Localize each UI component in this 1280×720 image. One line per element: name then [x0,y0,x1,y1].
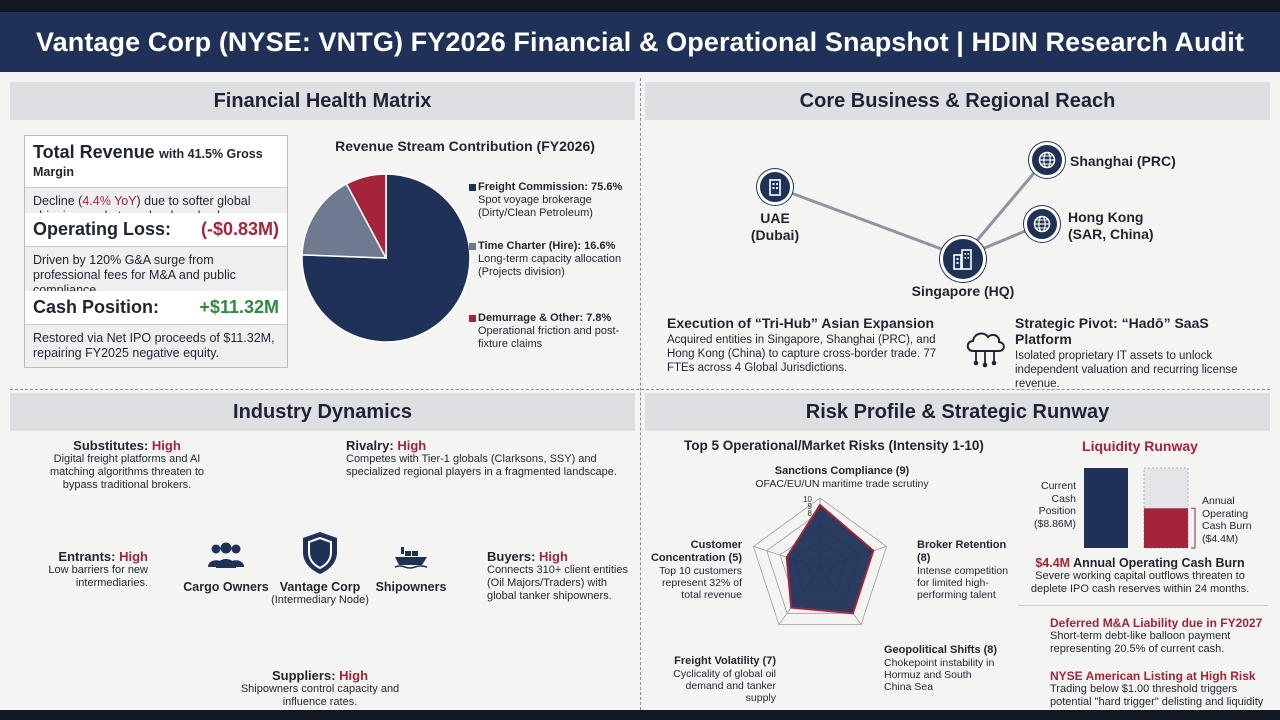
people-icon [207,541,245,569]
operating-loss-label: Operating Loss: [33,219,172,239]
legend-time-charter: Time Charter (Hire): 16.6% Long-term cap… [469,240,628,279]
cash-position-box: Cash Position: +$11.32M Restored via Net… [24,291,288,368]
node-label-uae: UAE (Dubai) [750,210,800,243]
radar-axis-geopolitical: Geopolitical Shifts (8) Chokepoint insta… [884,644,998,693]
cash-position-label: Cash Position: [33,297,160,317]
liquidity-runway-chart [1084,467,1196,549]
bottom-bar [0,710,1280,720]
legend-swatch-freight [469,184,476,191]
operating-loss-value: (-$0.83M) [200,219,279,239]
radar-title: Top 5 Operational/Market Risks (Intensit… [684,438,984,453]
force-entrants: Entrants: High Low barriers for new inte… [48,549,148,589]
risk-divider [1018,605,1268,606]
shipowners-label: Shipowners [375,580,447,594]
pie-slice-time-charter-hire [301,182,388,259]
force-rivalry: Rivalry: High Competes with Tier-1 globa… [346,438,617,478]
cloud-network-icon [962,325,1008,369]
globe-icon-hongkong [1024,206,1060,242]
node-label-shanghai: Shanghai (PRC) [1070,153,1176,169]
pie-slice-demurrage-other [345,173,387,259]
current-cash-label: Current Cash Position ($8.86M) [1033,480,1076,530]
expansion-title: Execution of “Tri-Hub” Asian Expansion [667,315,935,331]
force-substitutes: Substitutes: High Digital freight platfo… [49,438,205,491]
pivot-title: Strategic Pivot: “Hadō” SaaS Platform [1015,315,1209,347]
cash-position-description: Restored via Net IPO proceeds of $11.32M… [25,325,287,367]
financial-section-title: Financial Health Matrix [10,82,635,120]
revenue-decline-value: 4.4% YoY [82,194,137,208]
ship-icon [393,545,429,569]
legend-swatch-demurrage [469,315,476,322]
gross-margin-label: with 41.5% Gross Margin [33,147,263,179]
runway-bar-cash-burn [1144,508,1188,548]
horizontal-divider [10,389,1270,390]
legend-demurrage: Demurrage & Other: 7.8% Operational fric… [469,312,628,351]
runway-burn-bracket [1191,507,1196,549]
line-uae-singapore [774,185,964,259]
node-label-singapore: Singapore (HQ) [911,283,1015,299]
top-bar [0,0,1280,12]
node-label-hongkong: Hong Kong (SAR, China) [1068,209,1154,242]
revenue-header: Total Revenue with 41.5% Gross Margin [25,136,287,188]
shield-icon [300,530,340,576]
page-title: Vantage Corp (NYSE: VNTG) FY2026 Financi… [36,26,1244,57]
radar-tick-label: 8 [808,509,813,518]
cargo-owners-label: Cargo Owners [183,580,269,594]
force-suppliers: Suppliers: High Shipowners control capac… [240,668,400,708]
header-banner: Vantage Corp (NYSE: VNTG) FY2026 Financi… [0,12,1280,72]
expansion-description: Acquired entities in Singapore, Shanghai… [667,334,937,374]
radar-risk-polygon [785,503,875,615]
revenue-label: Total Revenue [33,142,155,162]
deferred-liability: Deferred M&A Liability due in FY2027 Sho… [1050,616,1263,655]
revenue-pie-chart [301,173,471,343]
vertical-divider [640,78,641,710]
radar-grid-ring [752,497,888,626]
legend-freight: Freight Commission: 75.6% Spot voyage br… [469,181,628,220]
force-buyers: Buyers: High Connects 310+ client entiti… [487,549,628,602]
industry-section-title: Industry Dynamics [10,393,635,431]
burn-summary: $4.4M Annual Operating Cash Burn Severe … [1030,556,1250,595]
cash-burn-label: Annual Operating Cash Burn ($4.4M) [1202,495,1252,545]
radar-axis-sanctions: Sanctions Compliance (9) OFAC/EU/UN mari… [755,465,929,490]
cash-position-value: +$11.32M [199,297,279,317]
runway-bar-current-cash [1084,468,1128,548]
radar-axis-freight: Freight Volatility (7) Cyclicality of gl… [673,655,776,704]
pie-chart-title: Revenue Stream Contribution (FY2026) [335,138,595,154]
building-icon-uae [757,169,793,205]
building-icon-singapore [940,236,986,282]
radar-axis-customer: Customer Concentration (5) Top 10 custom… [650,539,742,601]
globe-icon-shanghai [1029,142,1065,178]
risk-section-title: Risk Profile & Strategic Runway [645,393,1270,431]
vantage-node-label: Vantage Corp [279,580,361,594]
pivot-description: Isolated proprietary IT assets to unlock… [1015,350,1238,390]
pivot-block: Strategic Pivot: “Hadō” SaaS Platform Is… [1015,315,1265,391]
legend-swatch-time-charter [469,243,476,250]
radar-axis-broker: Broker Retention (8) Intense competition… [917,539,1009,601]
core-section-title: Core Business & Regional Reach [645,82,1270,120]
radar-tick-label: 10 [803,495,812,504]
liquidity-title: Liquidity Runway [1082,438,1198,454]
radar-tick-label: 9 [808,502,813,511]
expansion-block: Execution of “Tri-Hub” Asian Expansion A… [667,315,949,375]
vantage-node-sublabel: (Intermediary Node) [271,594,369,606]
